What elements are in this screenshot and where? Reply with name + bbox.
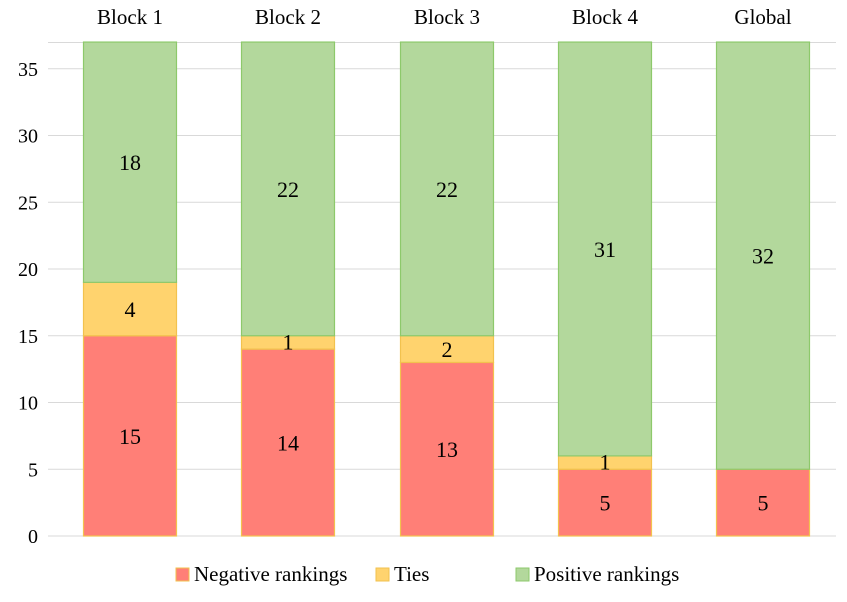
data-label-negative-rankings-4: 5 bbox=[600, 491, 611, 516]
bar-ties-1 bbox=[82, 281, 178, 337]
bar-ties-3 bbox=[399, 335, 495, 364]
legend-swatch-ties bbox=[375, 567, 390, 582]
legend-label-negative-rankings: Negative rankings bbox=[194, 562, 347, 586]
bar-positive-rankings-2 bbox=[240, 41, 336, 337]
data-label-positive-rankings-1: 18 bbox=[119, 150, 141, 175]
bar-positive-rankings-5 bbox=[715, 41, 811, 470]
data-label-positive-rankings-3: 22 bbox=[436, 177, 458, 202]
bar-negative-rankings-2 bbox=[240, 348, 336, 537]
data-label-positive-rankings-5: 32 bbox=[752, 244, 774, 269]
data-label-positive-rankings-2: 22 bbox=[277, 177, 299, 202]
y-tick-label-15: 15 bbox=[18, 326, 38, 348]
data-label-ties-1: 4 bbox=[125, 297, 136, 322]
y-tick-label-10: 10 bbox=[18, 393, 38, 415]
legend-label-positive-rankings: Positive rankings bbox=[534, 562, 679, 586]
bar-positive-rankings-3 bbox=[399, 41, 495, 337]
data-label-ties-3: 2 bbox=[442, 337, 453, 362]
category-labels: Block 1 Block 2 Block 3 Block 4 Global bbox=[97, 5, 792, 29]
bar-negative-rankings-1 bbox=[82, 335, 178, 537]
y-tick-label-25: 25 bbox=[18, 192, 38, 214]
legend-swatch-negative-rankings bbox=[175, 567, 190, 582]
category-label-4: Block 4 bbox=[572, 5, 638, 29]
data-label-ties-4: 1 bbox=[600, 450, 611, 475]
category-label-2: Block 2 bbox=[255, 5, 321, 29]
category-label-5: Global bbox=[734, 5, 791, 29]
y-tick-label-5: 5 bbox=[28, 459, 38, 481]
category-label-1: Block 1 bbox=[97, 5, 163, 29]
y-tick-label-30: 30 bbox=[18, 126, 38, 148]
y-tick-label-35: 35 bbox=[18, 59, 38, 81]
legend-label-ties: Ties bbox=[394, 562, 429, 586]
bars bbox=[82, 41, 811, 537]
bar-positive-rankings-1 bbox=[82, 41, 178, 283]
data-label-positive-rankings-4: 31 bbox=[594, 237, 616, 262]
data-label-negative-rankings-3: 13 bbox=[436, 437, 458, 462]
y-tick-label-0: 0 bbox=[28, 526, 38, 548]
legend-swatch-positive-rankings bbox=[515, 567, 530, 582]
bar-positive-rankings-4 bbox=[557, 41, 653, 457]
y-tick-label-20: 20 bbox=[18, 259, 38, 281]
category-label-3: Block 3 bbox=[414, 5, 480, 29]
data-label-negative-rankings-2: 14 bbox=[277, 431, 299, 456]
legend: Negative rankings Ties Positive rankings bbox=[175, 562, 679, 586]
data-label-negative-rankings-1: 15 bbox=[119, 424, 141, 449]
data-label-ties-2: 1 bbox=[283, 329, 294, 354]
bar-negative-rankings-3 bbox=[399, 361, 495, 537]
bar-negative-rankings-5 bbox=[715, 468, 811, 537]
data-label-negative-rankings-5: 5 bbox=[758, 491, 769, 516]
y-axis: 0 5 10 15 20 25 30 35 bbox=[18, 59, 38, 548]
